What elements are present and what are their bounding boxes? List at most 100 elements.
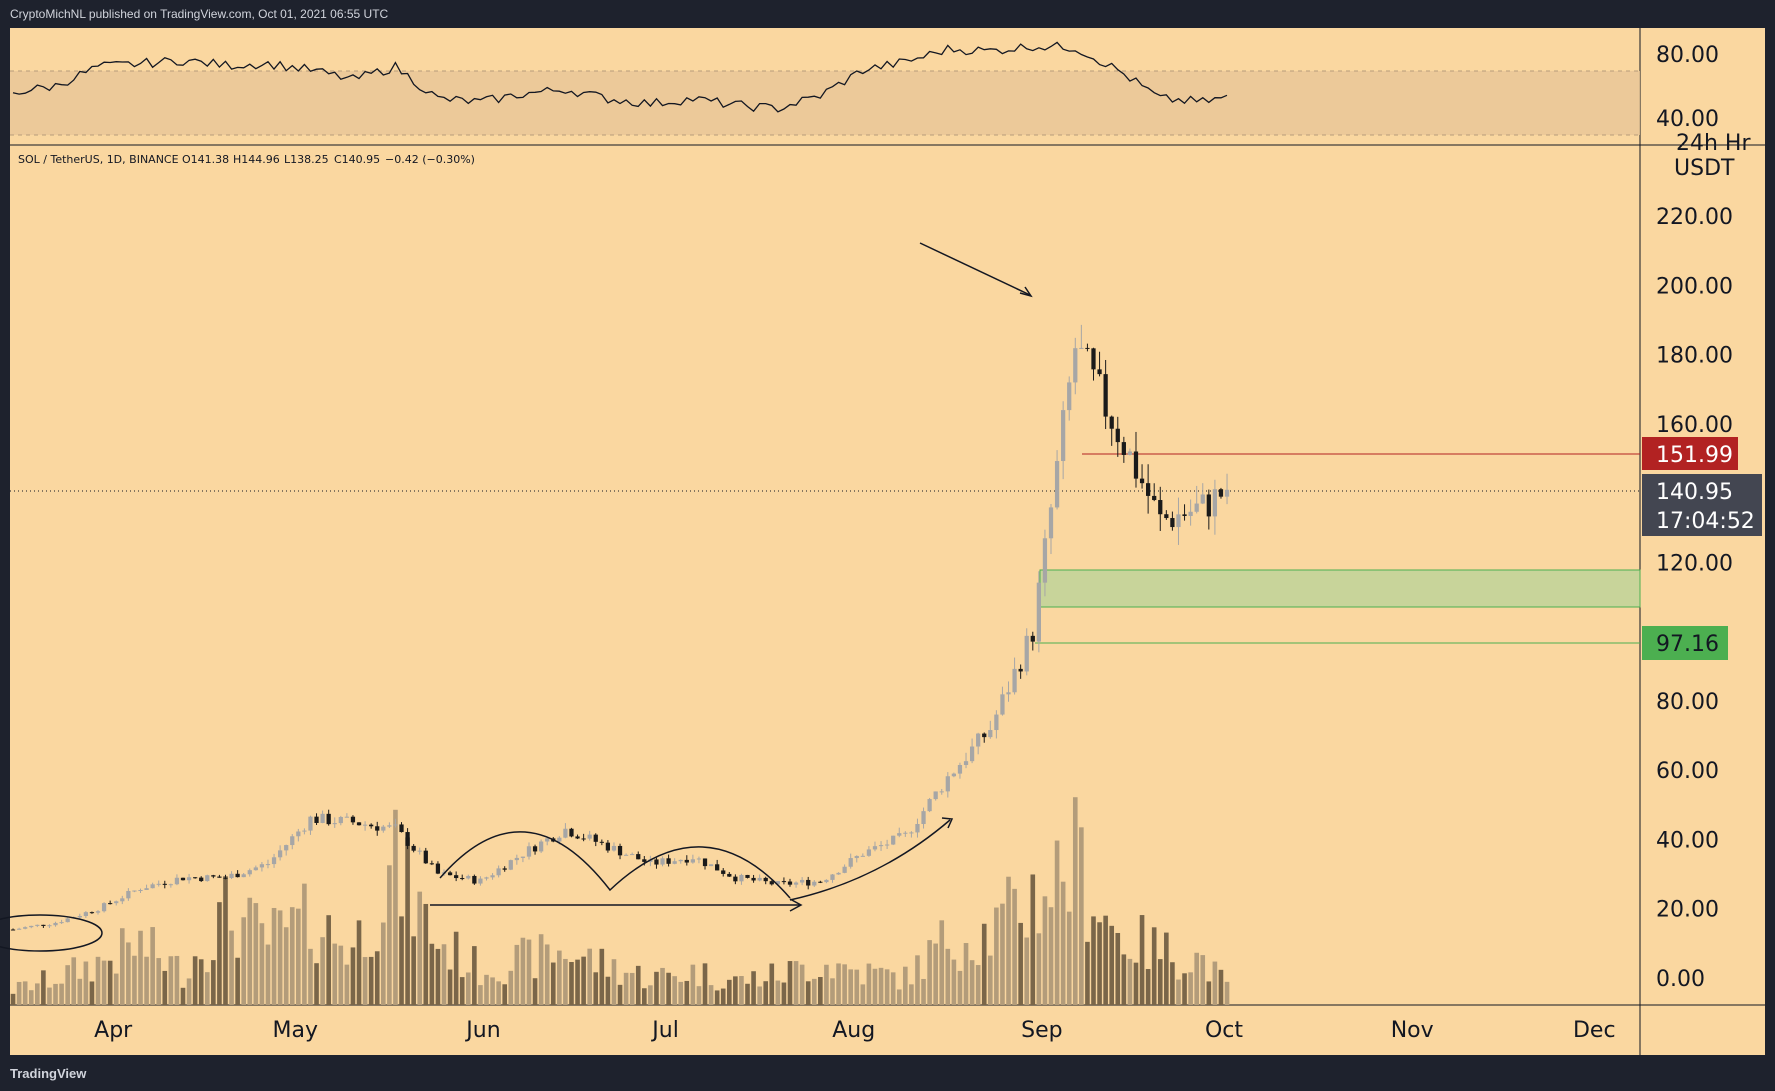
volume-bar — [836, 963, 841, 1005]
volume-bar — [1194, 952, 1199, 1005]
volume-bar — [35, 983, 40, 1005]
candle-body — [350, 816, 356, 823]
volume-bar — [811, 978, 817, 1005]
rsi-tick-80: 80.00 — [1656, 43, 1719, 68]
last-price-text: 140.95 — [1656, 480, 1733, 505]
volume-bar — [478, 985, 483, 1005]
volume-bar — [678, 981, 684, 1005]
volume-bar — [296, 908, 301, 1005]
volume-bar — [1006, 876, 1011, 1005]
demand-zone[interactable] — [1039, 569, 1641, 608]
candle-body — [654, 859, 659, 865]
candle-body — [636, 854, 641, 860]
volume-bar — [217, 902, 222, 1005]
candle-body — [1224, 489, 1230, 497]
volume-bar — [1115, 932, 1121, 1005]
volume-bar — [95, 956, 101, 1005]
candle-body — [447, 872, 453, 876]
candle-body — [77, 915, 82, 918]
candle-body — [344, 816, 350, 818]
candle-body — [235, 873, 240, 878]
candle-body — [1109, 416, 1114, 429]
candle-body — [496, 868, 501, 876]
breakout-arrow-drawing[interactable] — [789, 819, 951, 901]
volume-bar — [569, 962, 574, 1005]
candle-body — [884, 844, 890, 846]
volume-bar — [1054, 840, 1060, 1005]
candle-body — [369, 824, 374, 827]
volume-bar — [223, 876, 228, 1005]
volume-bar — [229, 930, 234, 1005]
candle-body — [708, 864, 714, 867]
resistance-badge[interactable] — [1642, 437, 1738, 470]
candle-body — [1200, 494, 1205, 504]
volume-bar — [903, 966, 908, 1005]
volume-bar — [933, 943, 938, 1005]
candle-body — [302, 830, 307, 832]
candle-body — [988, 730, 993, 738]
candle-body — [138, 889, 143, 891]
price-tick-label: 160.00 — [1656, 413, 1733, 438]
volume-bar — [781, 982, 787, 1005]
volume-bar — [344, 964, 350, 1005]
candle-body — [757, 877, 762, 881]
candle-body — [265, 864, 271, 866]
volume-bar — [987, 955, 993, 1005]
volume-bar — [617, 984, 623, 1005]
candle-body — [229, 873, 234, 878]
month-label: Sep — [1021, 1018, 1062, 1043]
volume-bar — [830, 978, 835, 1005]
price-tick-label: 60.00 — [1656, 759, 1719, 784]
volume-bar — [775, 980, 781, 1005]
volume-bar — [320, 937, 325, 1005]
volume-bar — [150, 927, 155, 1005]
legend-change: −0.42 (−0.30%) — [385, 153, 475, 166]
month-label: Jul — [650, 1018, 679, 1043]
candle-body — [180, 877, 186, 881]
volume-layer — [10, 797, 1230, 1005]
candle-body — [733, 876, 738, 882]
volume-bar — [89, 981, 95, 1005]
candle-body — [848, 858, 853, 867]
top-arrow-drawing[interactable] — [919, 242, 1031, 296]
candle-body — [126, 891, 131, 899]
volume-bar — [350, 947, 356, 1005]
volume-bar — [520, 937, 526, 1005]
candle-body — [387, 825, 392, 827]
month-label: Aug — [832, 1018, 875, 1043]
candle-body — [375, 826, 380, 831]
candle-layer — [10, 324, 1230, 931]
candle-body — [915, 824, 920, 833]
last-price-badge[interactable] — [1642, 474, 1762, 536]
candle-body — [891, 835, 896, 845]
candle-body — [526, 846, 532, 857]
volume-bar — [884, 969, 890, 1005]
price-tick-label: 220.00 — [1656, 205, 1733, 230]
accumulation-ellipse-drawing[interactable] — [0, 914, 103, 952]
volume-bar — [423, 903, 429, 1005]
candle-body — [963, 761, 969, 766]
volume-bar — [939, 920, 945, 1005]
volume-bar — [101, 960, 107, 1005]
candle-body — [957, 765, 963, 774]
volume-bar — [253, 903, 259, 1005]
support-badge[interactable] — [1642, 626, 1728, 660]
volume-bar — [435, 948, 441, 1005]
candle-body — [271, 857, 277, 865]
volume-bar — [338, 945, 344, 1005]
double-top-curve-drawing[interactable] — [439, 831, 791, 899]
candle-body — [53, 922, 58, 926]
volume-bar — [599, 948, 605, 1005]
volume-bar — [532, 978, 538, 1005]
candle-body — [611, 845, 617, 851]
candle-body — [174, 877, 180, 885]
candle-body — [114, 901, 119, 904]
candle-body — [296, 831, 301, 837]
candle-body — [897, 833, 902, 836]
volume-bar — [909, 984, 914, 1005]
volume-bar — [563, 958, 568, 1005]
volume-bar — [211, 960, 216, 1005]
volume-bar — [1188, 972, 1193, 1005]
volume-bar — [872, 968, 878, 1005]
